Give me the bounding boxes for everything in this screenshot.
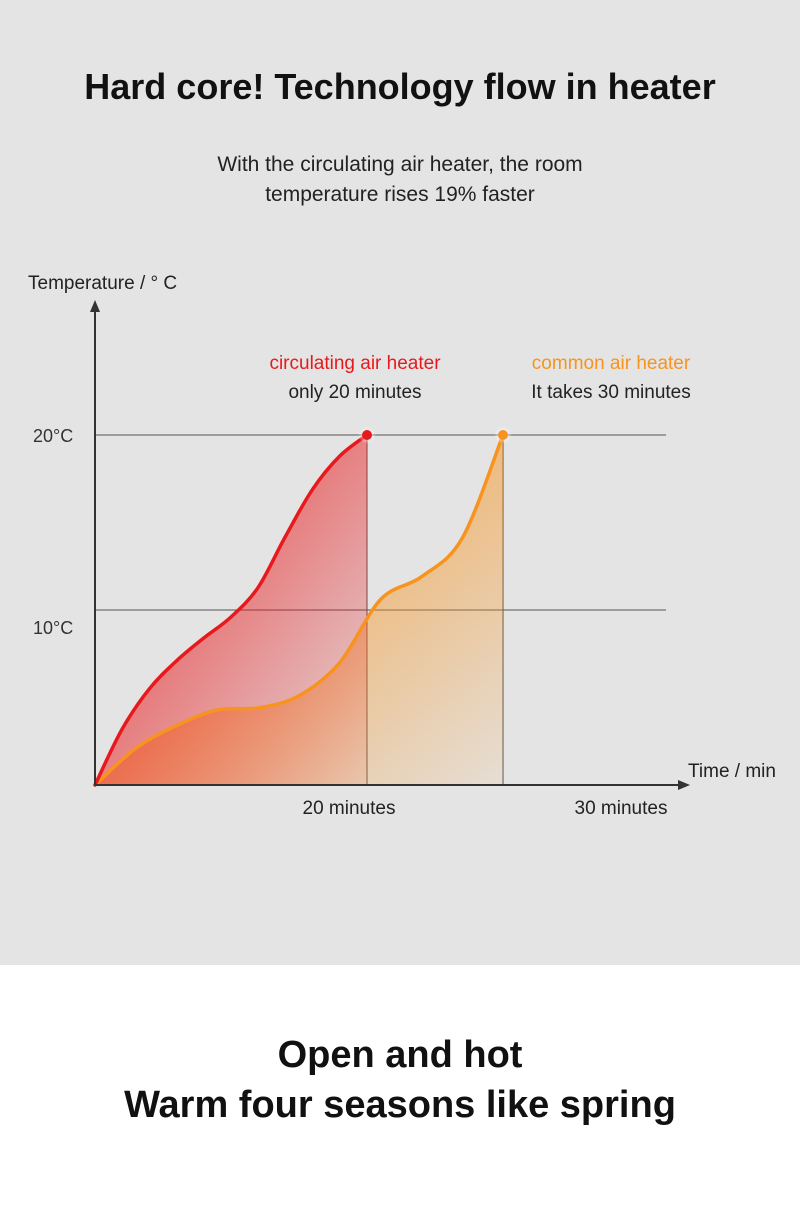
axis-layer [90, 300, 690, 790]
x-axis-label: Time / min [688, 761, 776, 782]
page-title: Hard core! Technology flow in heater [84, 66, 716, 107]
chart-panel [0, 0, 800, 965]
y-axis-label: Temperature / ° C [28, 273, 177, 294]
x-axis-arrow [678, 780, 690, 790]
area-common-heater [95, 435, 503, 785]
subtitle-line-2: temperature rises 19% faster [265, 183, 535, 206]
endpoint-common-heater [498, 430, 508, 440]
page-subtitle: With the circulating air heater, the roo… [150, 150, 650, 210]
x-tick-label-20: 20 minutes [303, 798, 396, 819]
x-tick-label-30: 30 minutes [575, 798, 668, 819]
line-circulating-heater [93, 433, 369, 787]
line-common-heater [93, 433, 505, 787]
y-tick-label-10: 10°C [33, 618, 73, 638]
legend-common-note: It takes 30 minutes [531, 382, 690, 403]
dot-layer [358, 426, 512, 444]
footer-line-1: Open and hot [277, 1034, 523, 1076]
y-tick-label-20: 20°C [33, 426, 73, 446]
legend-circulating-note: only 20 minutes [288, 382, 421, 403]
y-axis-arrow [90, 300, 100, 312]
temperature-chart: Temperature / ° C Time / min 10°C 20°C 2… [28, 273, 776, 819]
line-layer [93, 433, 505, 787]
legend-common-name: common air heater [532, 353, 691, 374]
endpoint-circulating-heater [362, 430, 372, 440]
footer-line-2: Warm four seasons like spring [124, 1084, 676, 1126]
subtitle-line-1: With the circulating air heater, the roo… [217, 153, 583, 176]
legend-circulating-name: circulating air heater [269, 353, 441, 374]
footer-slogan: Open and hot Warm four seasons like spri… [0, 1030, 800, 1130]
